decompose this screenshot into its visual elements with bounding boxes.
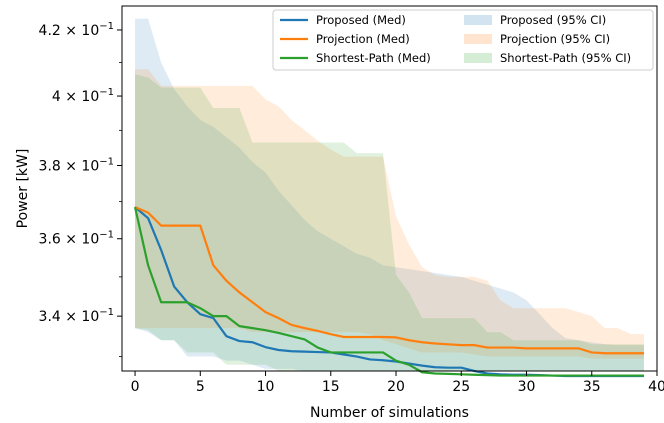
ci-bands xyxy=(135,18,644,372)
legend-label: Proposed (Med) xyxy=(316,13,406,27)
legend-label: Shortest-Path (95% CI) xyxy=(500,51,631,65)
x-tick-label: 20 xyxy=(387,379,405,395)
y-axis-ticks: 3.4 × 10−1 3.6 × 10−1 3.8 × 10−1 4 × 10−1 4.… xyxy=(39,21,122,357)
y-tick-label: 4.2 × 10−1 xyxy=(39,21,114,39)
legend-band-swatch xyxy=(464,53,492,63)
legend-band-swatch xyxy=(464,34,492,44)
x-tick-label: 0 xyxy=(131,379,140,395)
ci-band-1 xyxy=(135,69,644,359)
legend-box xyxy=(272,9,654,71)
series-line-2 xyxy=(133,206,644,377)
y-tick-label: 3.8 × 10−1 xyxy=(39,157,114,175)
legend-label: Shortest-Path (Med) xyxy=(316,51,431,65)
y-tick-label: 3.6 × 10−1 xyxy=(39,230,114,248)
ci-band-2 xyxy=(135,74,644,372)
ci-band-0 xyxy=(135,18,644,371)
series-line-1 xyxy=(134,206,644,355)
x-axis-label: Number of simulations xyxy=(310,405,469,421)
legend: Proposed (Med) Projection (Med) Shortest-P… xyxy=(272,9,654,71)
x-tick-label: 30 xyxy=(518,379,536,395)
legend-label: Projection (Med) xyxy=(316,32,410,46)
x-tick-label: 5 xyxy=(196,379,205,395)
x-tick-label: 15 xyxy=(322,379,340,395)
median-lines xyxy=(133,206,644,378)
y-tick-label: 4 × 10−1 xyxy=(52,87,114,105)
legend-band-swatch xyxy=(464,15,492,25)
plot-frame xyxy=(121,5,658,372)
y-tick-label: 3.4 × 10−1 xyxy=(39,307,114,325)
y-axis-label: Power [kW] xyxy=(15,149,31,229)
x-tick-label: 10 xyxy=(257,379,275,395)
x-tick-label: 40 xyxy=(648,379,664,395)
x-tick-label: 25 xyxy=(452,379,470,395)
legend-label: Projection (95% CI) xyxy=(500,32,610,46)
x-axis-ticks: 0 5 10 15 20 25 30 35 40 xyxy=(131,371,664,395)
legend-label: Proposed (95% CI) xyxy=(500,13,606,27)
x-tick-label: 35 xyxy=(583,379,601,395)
